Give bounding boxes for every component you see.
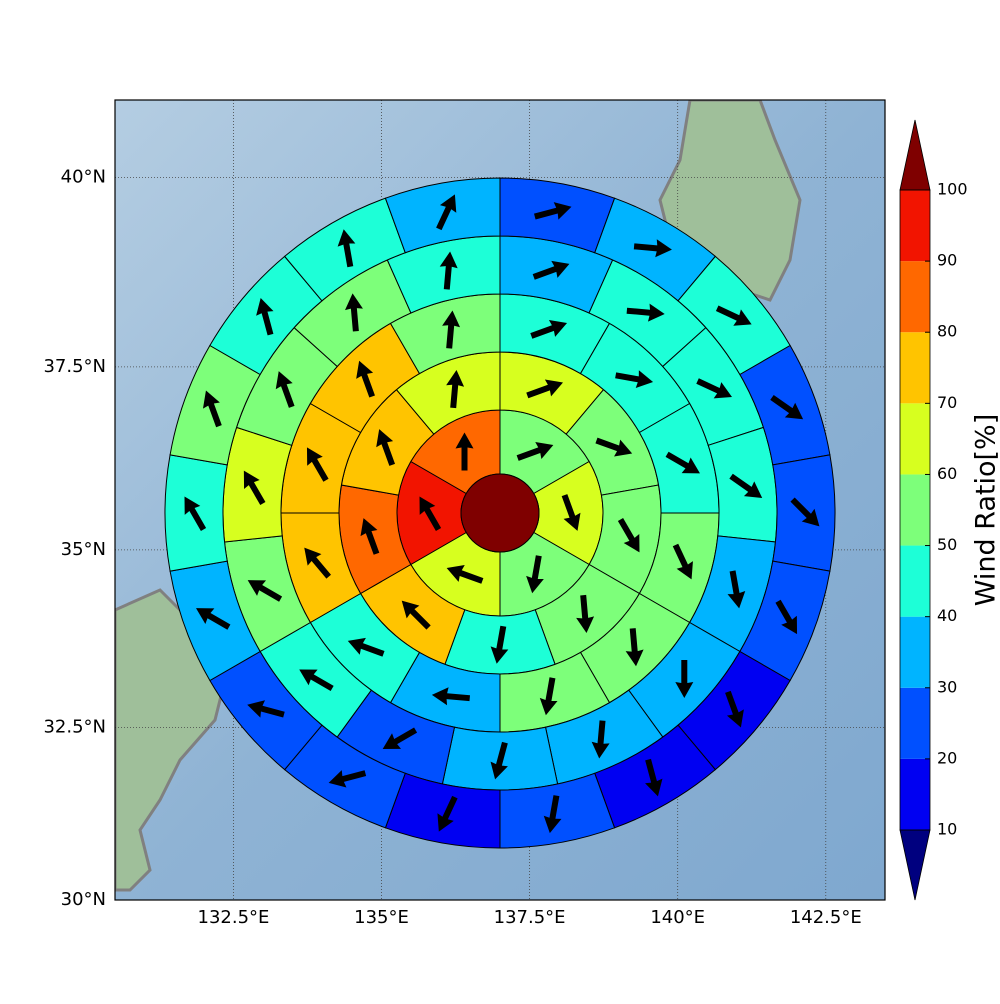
colorbar-tick-label: 70 bbox=[937, 393, 957, 412]
colorbar-tick-label: 80 bbox=[937, 322, 957, 341]
colorbar-bin bbox=[900, 332, 930, 403]
colorbar-tick-label: 20 bbox=[937, 748, 957, 767]
colorbar-tick-label: 50 bbox=[937, 535, 957, 554]
colorbar-bin bbox=[900, 688, 930, 759]
colorbar-label: Wind Ratio[%] bbox=[971, 414, 1000, 606]
y-tick-label: 40°N bbox=[61, 167, 106, 188]
sectors bbox=[165, 178, 835, 848]
colorbar-bin bbox=[900, 474, 930, 545]
colorbar-tick-label: 100 bbox=[937, 180, 968, 199]
x-tick-label: 137.5°E bbox=[494, 907, 566, 928]
colorbar-bin bbox=[900, 261, 930, 332]
colorbar-tick-label: 40 bbox=[937, 606, 957, 625]
y-tick-label: 32.5°N bbox=[43, 716, 106, 737]
x-tick-label: 140°E bbox=[650, 907, 705, 928]
colorbar-over bbox=[900, 120, 930, 190]
colorbar-bin bbox=[900, 759, 930, 830]
y-tick-label: 30°N bbox=[61, 889, 106, 910]
colorbar-under bbox=[900, 830, 930, 900]
x-tick-label: 135°E bbox=[354, 907, 409, 928]
colorbar-bin bbox=[900, 617, 930, 688]
x-tick-label: 142.5°E bbox=[790, 907, 862, 928]
x-tick-label: 132.5°E bbox=[198, 907, 270, 928]
center-disk bbox=[461, 474, 539, 552]
colorbar: 10 20 30 40 50 60 70 80 90 100 bbox=[900, 120, 968, 900]
sector bbox=[223, 427, 292, 542]
colorbar-bin bbox=[900, 546, 930, 617]
colorbar-tick-label: 60 bbox=[937, 464, 957, 483]
colorbar-tick-label: 90 bbox=[937, 251, 957, 270]
colorbar-bin bbox=[900, 403, 930, 474]
y-tick-label: 37.5°N bbox=[43, 356, 106, 377]
colorbar-tick-label: 30 bbox=[937, 677, 957, 696]
colorbar-bin bbox=[900, 190, 930, 261]
y-tick-label: 35°N bbox=[61, 539, 106, 560]
colorbar-tick-label: 10 bbox=[937, 820, 957, 839]
